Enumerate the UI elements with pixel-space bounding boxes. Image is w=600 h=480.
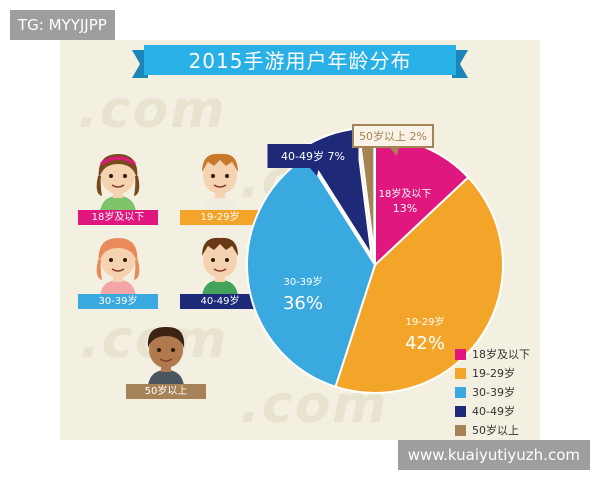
bottom-right-watermark: www.kuaiyutiyuzh.com [397,440,590,470]
avatar-label: 50岁以上 [126,384,206,399]
slice-value-label: 42% [405,333,445,354]
chart-legend: 18岁及以下 19-29岁 30-39岁 40-49岁 50岁以上 [455,345,530,440]
ribbon-shape [132,45,468,78]
avatar-label: 18岁及以下 [78,210,158,225]
legend-item: 30-39岁 [455,383,530,402]
slice-callout: 50岁以上 2% [352,124,434,156]
background-watermark-logo: .com [78,80,227,140]
avatar-face-icon [96,238,140,296]
pie-slice [246,155,377,388]
top-left-watermark: TG: MYYJJPP [10,10,115,40]
legend-swatch [455,387,466,398]
slice-value-label: 36% [283,293,323,314]
avatar-label: 19-29岁 [180,210,260,225]
legend-item: 18岁及以下 [455,345,530,364]
legend-item: 50岁以上 [455,421,530,440]
infographic-canvas: .com .com .com .com 2015手游用户年龄分布 18岁及以下1… [60,40,540,440]
legend-swatch [455,349,466,360]
title-banner: 2015手游用户年龄分布 [132,40,468,82]
legend-label: 40-49岁 [472,405,515,418]
slice-label: 18岁及以下 [379,187,432,200]
avatar-face-icon [202,237,238,296]
avatar-face-icon [202,153,238,212]
slice-value-label: 13% [393,202,417,215]
avatar-label: 30-39岁 [78,294,158,309]
chart-title: 2015手游用户年龄分布 [188,49,412,73]
avatar-label: 40-49岁 [180,294,260,309]
slice-label: 19-29岁 [405,315,444,328]
pie-chart: 18岁及以下 13% 19-29岁 42% 30-39岁 36% 40-49岁 7% 50岁以… [246,124,504,394]
slice-callout-label: 50岁以上 2% [359,129,427,143]
legend-item: 40-49岁 [455,402,530,421]
legend-label: 30-39岁 [472,386,515,399]
legend-item: 19-29岁 [455,364,530,383]
legend-swatch [455,368,466,379]
legend-swatch [455,425,466,436]
legend-swatch [455,406,466,417]
legend-label: 19-29岁 [472,367,515,380]
legend-label: 50岁以上 [472,424,519,437]
slice-label: 30-39岁 [283,275,322,288]
avatar-face-icon [96,154,140,212]
avatar-face-icon [147,326,185,386]
slice-callout-label: 40-49岁 7% [281,149,345,163]
pie-slice [334,175,504,394]
slice-callout: 40-49岁 7% [267,144,359,176]
legend-label: 18岁及以下 [472,348,530,361]
